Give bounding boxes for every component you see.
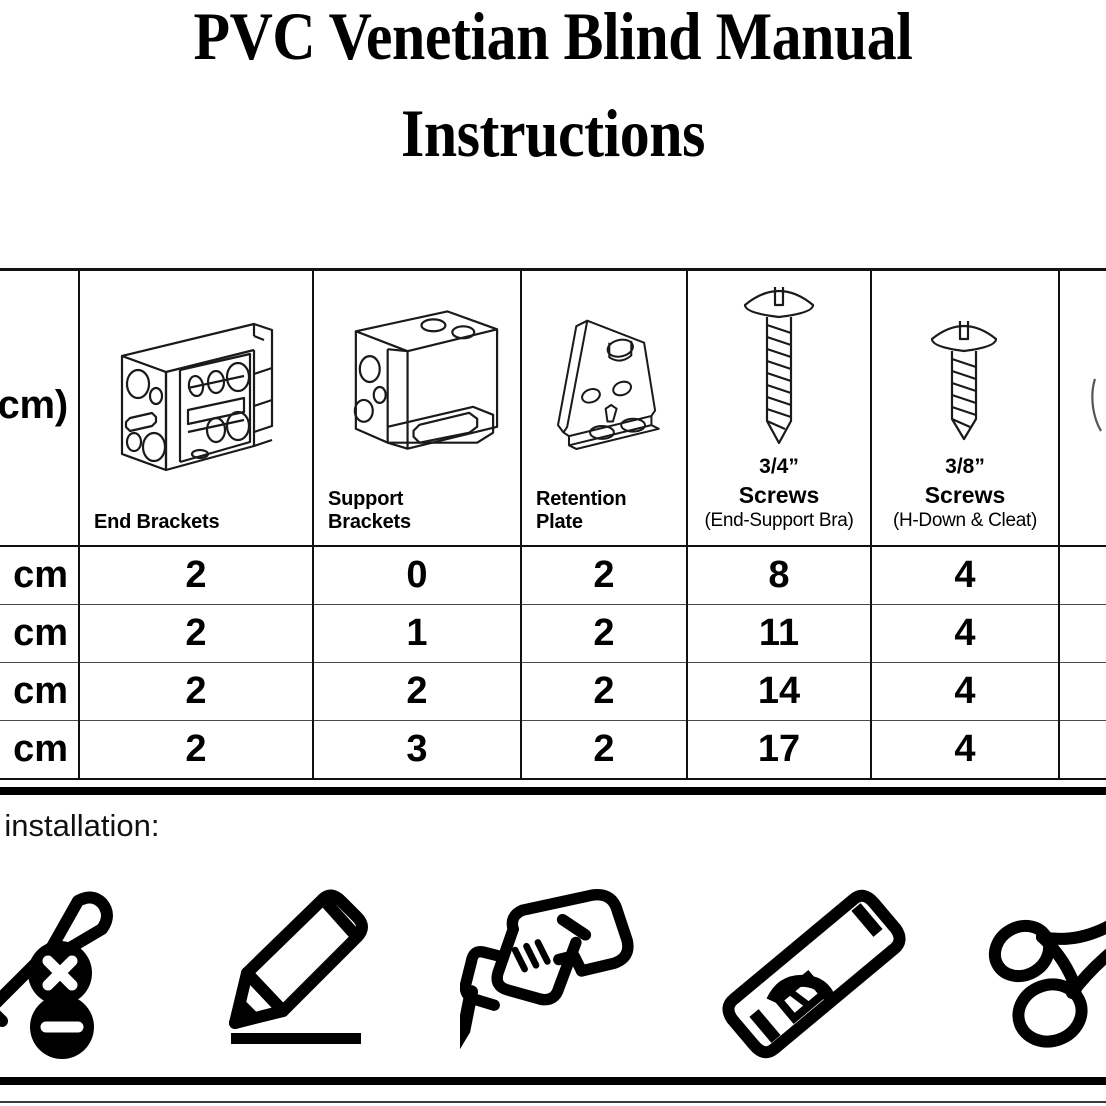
cell-support-brackets: 1 [312,604,522,663]
column-header-end-brackets: End Brackets [78,269,314,546]
cell-extra [1058,604,1106,663]
column-header-support-brackets-label: Support Brackets [328,488,411,533]
parts-table-body: cm 2 0 2 8 4 cm 2 1 2 11 4 cm 2 2 2 14 4 [0,545,1106,779]
column-header-retention-plate: Retention Plate [520,269,688,546]
cell-extra [1058,662,1106,721]
cell-retention-plate: 2 [520,545,688,605]
parts-table: cm) [0,268,1106,780]
end-bracket-icon [94,277,304,511]
screws-34-word: Screws [738,481,820,508]
cell-size: cm [0,720,80,779]
section-divider-bottom [0,1077,1106,1085]
page-bottom-rule [0,1101,1106,1103]
column-header-screws-34: 3/4” Screws (End-Support Bra) [686,269,872,546]
screwdriver-icon [0,877,130,1062]
table-row: cm 2 1 2 11 4 [0,604,1106,663]
page-title: PVC Venetian Blind Manual Instructions [0,0,1106,169]
column-header-support-brackets: Support Brackets [312,269,522,546]
support-bracket-icon [328,277,512,488]
cell-screws-34: 17 [686,720,872,779]
cell-extra [1058,545,1106,605]
table-row: cm 2 0 2 8 4 [0,545,1106,605]
screws-38-note: (H-Down & Cleat) [892,510,1038,532]
column-header-extra [1058,269,1106,546]
retention-plate-icon [536,277,678,488]
column-header-size: cm) [0,269,80,546]
cell-end-brackets: 2 [78,662,314,721]
parts-table-container: cm) [0,268,1106,780]
table-row: cm 2 3 2 17 4 [0,720,1106,779]
cell-retention-plate: 2 [520,720,688,779]
drill-icon [460,877,650,1062]
cell-retention-plate: 2 [520,662,688,721]
title-line-1: PVC Venetian Blind Manual [193,0,913,74]
cell-end-brackets: 2 [78,604,314,663]
screw-short-icon [880,277,1050,453]
partial-icon [1068,277,1106,533]
cell-screws-34: 14 [686,662,872,721]
cell-screws-38: 4 [870,545,1060,605]
scissors-icon [980,877,1106,1062]
cell-screws-34: 11 [686,604,872,663]
tools-row [0,872,1106,1067]
cell-support-brackets: 3 [312,720,522,779]
parts-table-header-row: cm) [0,269,1106,546]
screws-34-size: 3/4” [759,455,799,479]
column-header-screws-38: 3/8” Screws (H-Down & Cleat) [870,269,1060,546]
screws-38-word: Screws [924,481,1006,508]
cell-end-brackets: 2 [78,720,314,779]
column-header-retention-plate-label: Retention Plate [536,488,627,533]
title-line-2: Instructions [401,95,705,172]
cell-screws-34: 8 [686,545,872,605]
pencil-icon [200,877,390,1062]
cell-support-brackets: 0 [312,545,522,605]
cell-retention-plate: 2 [520,604,688,663]
cell-support-brackets: 2 [312,662,522,721]
tools-heading: uired for installation: [0,808,160,843]
screws-34-note: (End-Support Bra) [704,510,854,532]
table-row: cm 2 2 2 14 4 [0,662,1106,721]
screw-long-icon [696,277,862,453]
section-divider-top [0,787,1106,795]
cell-screws-38: 4 [870,662,1060,721]
column-header-end-brackets-label: End Brackets [94,510,220,533]
cell-extra [1058,720,1106,779]
cell-size: cm [0,662,80,721]
spirit-level-icon [720,877,910,1062]
cell-screws-38: 4 [870,720,1060,779]
column-header-size-label: cm) [0,382,68,427]
cell-screws-38: 4 [870,604,1060,663]
cell-size: cm [0,604,80,663]
cell-size: cm [0,545,80,605]
cell-end-brackets: 2 [78,545,314,605]
screws-38-size: 3/8” [945,455,985,479]
